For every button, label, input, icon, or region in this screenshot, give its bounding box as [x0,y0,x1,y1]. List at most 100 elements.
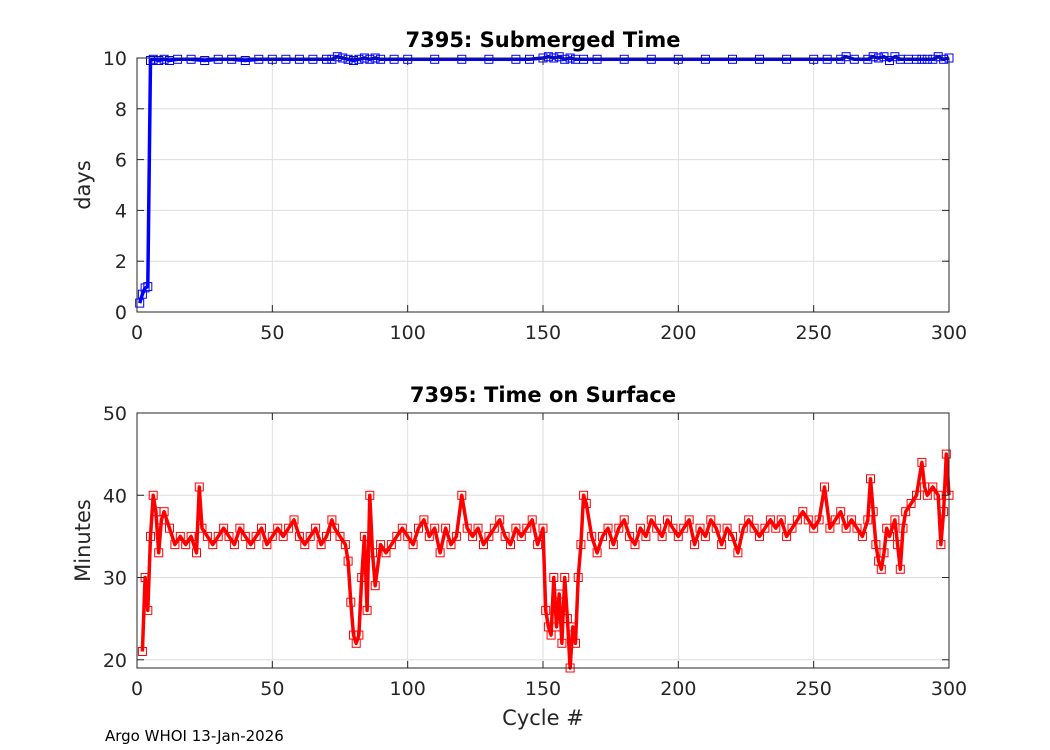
data-point-marker [527,515,537,525]
data-point-marker [885,531,894,541]
data-point-marker [798,507,808,517]
y-tick-label: 30 [103,568,127,590]
submerged-time-ylabel: days [71,160,95,210]
data-point-marker [335,531,345,541]
data-point-marker [941,449,951,459]
data-point-marker [495,515,505,525]
data-point-marker [557,638,567,648]
data-point-marker [868,52,878,62]
data-point-marker [744,515,754,525]
data-point-marker [549,573,559,582]
data-point-marker [370,581,380,591]
data-point-marker [389,54,399,64]
data-point-marker [822,54,832,64]
data-point-marker [197,523,207,533]
data-point-marker [148,54,158,64]
data-point-marker [359,531,369,541]
x-tick-label: 0 [131,322,143,344]
data-point-marker [898,523,908,533]
data-point-marker [227,54,237,64]
data-point-marker [782,531,792,541]
data-point-marker [186,531,196,541]
data-point-marker [281,54,291,64]
data-point-marker [235,523,245,533]
data-point-marker [863,515,873,525]
data-point-marker [511,523,521,533]
data-point-marker [560,573,570,582]
data-point-marker [143,605,153,615]
data-point-marker [219,523,229,533]
y-tick-label: 50 [103,403,127,425]
data-point-marker [776,515,786,525]
data-point-marker [392,531,402,541]
data-point-marker [573,573,583,582]
data-point-marker [663,515,672,525]
data-point-marker [592,54,602,64]
data-point-marker [511,54,521,64]
data-point-marker [381,548,391,558]
data-point-marker [652,523,662,533]
data-point-marker [771,523,781,533]
data-point-marker [140,283,150,293]
data-point-marker [695,523,705,533]
data-point-marker [635,523,645,533]
data-point-marker [587,531,597,541]
y-tick-label: 10 [103,48,127,70]
data-point-marker [451,531,461,541]
data-point-marker [330,523,340,533]
data-point-marker [928,482,938,492]
data-point-marker [340,540,350,550]
submerged-time-ticks: 0 50 100 150 200 250 300 0 2 4 6 8 10 [103,48,967,344]
data-point-marker [294,54,304,64]
data-point-marker [376,540,386,550]
data-point-marker [830,515,840,525]
data-point-marker [430,523,440,533]
x-tick-label: 300 [931,678,967,700]
y-tick-label: 8 [115,99,127,121]
x-tick-label: 250 [796,322,832,344]
data-point-marker [343,556,353,566]
submerged-time-axes: 0 50 100 150 200 250 300 0 2 4 6 8 10 7395: Submerge… [71,28,967,344]
data-point-marker [137,647,147,656]
data-point-marker [603,523,613,533]
data-point-marker [316,540,326,550]
data-point-marker [841,523,851,533]
data-point-marker [700,531,710,541]
data-point-marker [357,573,367,582]
submerged-time-title: 7395: Submerged Time [405,28,680,52]
data-point-marker [836,54,846,64]
data-point-marker [630,540,640,550]
data-point-marker [922,54,932,64]
data-point-marker [608,540,618,550]
data-point-marker [332,52,342,62]
data-point-marker [733,548,743,558]
data-point-marker [343,54,353,64]
data-point-marker [592,548,602,558]
data-point-marker [213,531,223,541]
data-point-marker [901,507,911,517]
data-point-marker [435,548,445,558]
data-point-marker [711,523,721,533]
x-tick-label: 250 [796,678,832,700]
data-point-marker [246,540,256,550]
time-on-surface-title: 7395: Time on Surface [410,383,676,407]
data-point-marker [311,523,321,533]
x-tick-label: 150 [525,322,561,344]
data-point-marker [836,507,846,517]
data-point-marker [562,614,572,624]
data-point-marker [876,564,886,574]
data-point-marker [533,540,543,550]
data-point-marker [679,523,689,533]
y-tick-label: 6 [115,150,127,172]
data-point-marker [240,56,250,65]
data-point-marker [825,523,835,533]
time-on-surface-xlabel: Cycle # [502,706,584,730]
data-point-marker [506,540,515,550]
data-point-marker [614,523,624,533]
data-point-marker [579,54,589,64]
y-tick-label: 40 [103,485,127,507]
data-point-marker [820,482,829,492]
data-point-marker [278,531,288,541]
data-point-marker [871,540,881,550]
data-point-marker [728,531,737,541]
